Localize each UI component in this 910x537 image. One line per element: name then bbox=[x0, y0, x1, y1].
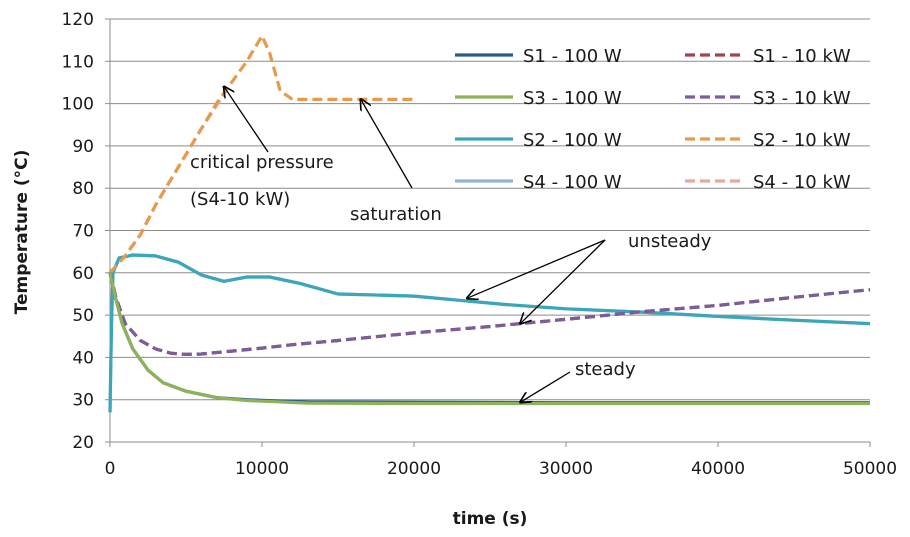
series-line-s3-10-kw bbox=[108, 272, 871, 356]
annotation-saturation: saturation bbox=[350, 204, 442, 225]
x-tick-label: 20000 bbox=[387, 459, 441, 479]
x-tick-label: 10000 bbox=[235, 459, 289, 479]
legend-label: S1 - 100 W bbox=[523, 46, 622, 67]
y-tick-label: 120 bbox=[62, 10, 94, 30]
x-tick-label: 50000 bbox=[843, 459, 897, 479]
x-axis-title: time (s) bbox=[453, 509, 528, 529]
x-tick-label: 40000 bbox=[691, 459, 745, 479]
legend-label: S1 - 10 kW bbox=[753, 46, 851, 67]
y-tick-label: 70 bbox=[72, 222, 94, 242]
y-tick-label: 80 bbox=[72, 179, 94, 199]
annotations: critical pressure (S4-10 kW) saturation uns… bbox=[190, 87, 712, 403]
y-tick-label: 20 bbox=[72, 433, 94, 453]
critical-pressure-arrow bbox=[224, 87, 269, 153]
gridlines bbox=[110, 18, 870, 401]
annotation-critical-pressure-sub: (S4-10 kW) bbox=[190, 189, 290, 210]
legend-label: S3 - 100 W bbox=[523, 88, 622, 109]
x-tick-label: 0 bbox=[105, 459, 116, 479]
legend-label: S2 - 10 kW bbox=[753, 130, 851, 151]
unsteady-arrow-1 bbox=[467, 239, 606, 298]
annotation-unsteady: unsteady bbox=[628, 231, 712, 252]
saturation-arrow bbox=[361, 99, 413, 189]
series-line-s2-10-kw bbox=[108, 34, 414, 274]
y-tick-label: 100 bbox=[62, 95, 94, 115]
y-tick-label: 90 bbox=[72, 137, 94, 157]
axes: 20 30 40 50 60 70 80 90 100 110 120 0 10000 20000 3000… bbox=[62, 10, 898, 479]
annotation-critical-pressure: critical pressure bbox=[190, 152, 334, 173]
series-lines bbox=[108, 34, 871, 413]
legend-label: S4 - 100 W bbox=[523, 172, 622, 193]
legend: S1 - 100 W S1 - 10 kW S3 - 100 W S3 - 10 kW… bbox=[455, 46, 851, 193]
legend-label: S3 - 10 kW bbox=[753, 88, 851, 109]
y-axis-title: Temperature (°C) bbox=[12, 150, 32, 315]
legend-label: S2 - 100 W bbox=[523, 130, 622, 151]
x-tick-label: 30000 bbox=[539, 459, 593, 479]
y-tick-label: 40 bbox=[72, 348, 94, 368]
y-tick-label: 110 bbox=[62, 52, 94, 72]
series-line-s3-100-w bbox=[108, 272, 870, 406]
legend-label: S4 - 10 kW bbox=[753, 172, 851, 193]
annotation-steady: steady bbox=[575, 359, 636, 380]
y-tick-label: 30 bbox=[72, 391, 94, 411]
y-tick-label: 60 bbox=[72, 264, 94, 284]
y-tick-label: 50 bbox=[72, 306, 94, 326]
unsteady-arrow-2 bbox=[520, 239, 606, 324]
steady-arrow bbox=[520, 371, 571, 402]
